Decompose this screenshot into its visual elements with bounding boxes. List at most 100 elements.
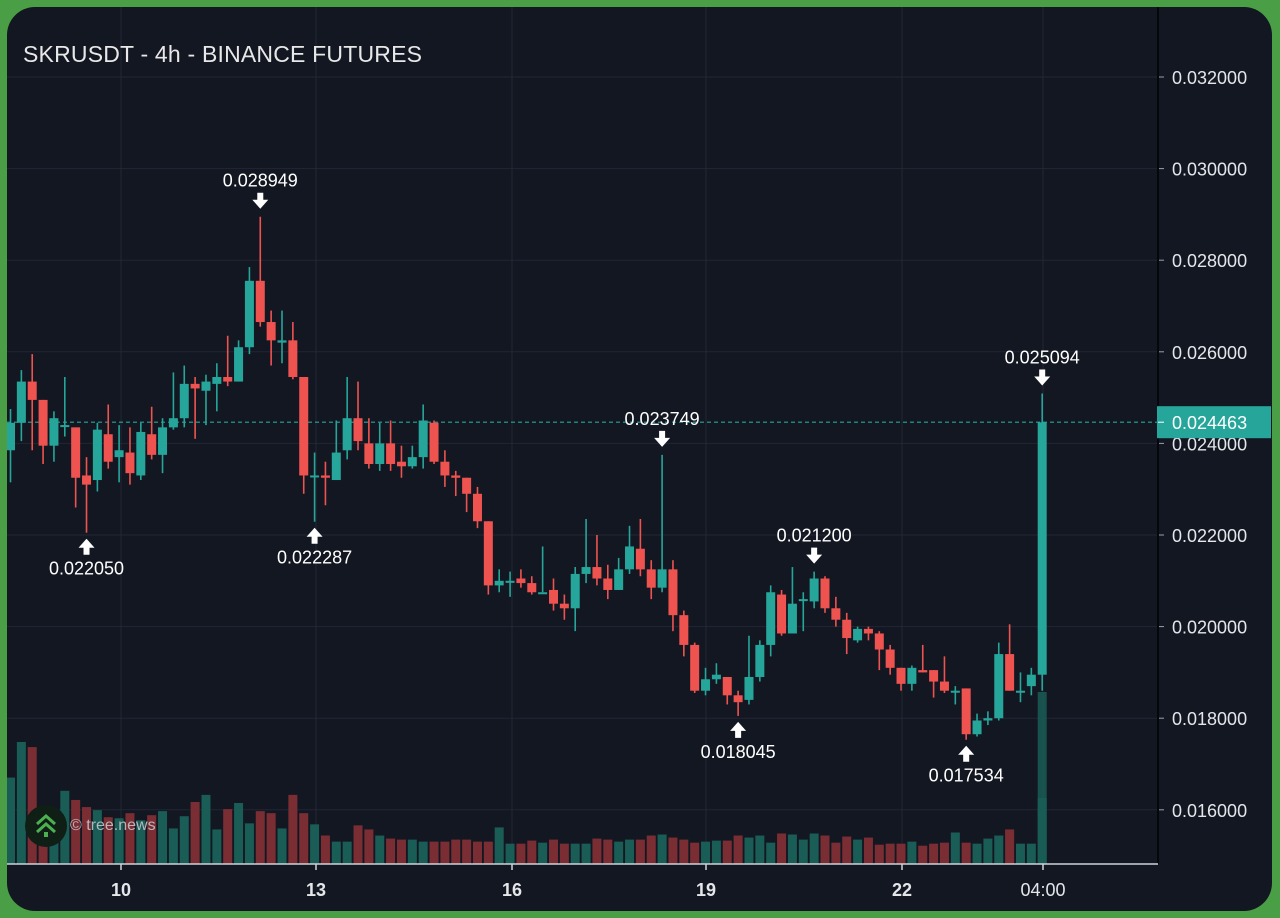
candle[interactable] xyxy=(538,546,548,595)
candle[interactable] xyxy=(679,610,689,657)
candle[interactable] xyxy=(744,635,754,705)
candle[interactable] xyxy=(722,676,732,705)
candle[interactable] xyxy=(494,569,504,593)
candle[interactable] xyxy=(918,644,928,673)
candle[interactable] xyxy=(635,518,645,577)
candle[interactable] xyxy=(625,525,635,574)
candle[interactable] xyxy=(874,631,884,671)
candle[interactable] xyxy=(939,656,949,694)
candle[interactable] xyxy=(766,585,776,657)
candle[interactable] xyxy=(440,450,450,487)
candle[interactable] xyxy=(842,612,852,655)
candle[interactable] xyxy=(353,381,363,451)
candle[interactable] xyxy=(972,713,982,737)
y-axis-label: 0.032000 xyxy=(1172,68,1247,88)
candle[interactable] xyxy=(16,370,26,442)
candle[interactable] xyxy=(777,589,787,636)
candle[interactable] xyxy=(158,418,168,474)
candle[interactable] xyxy=(885,644,895,675)
candle[interactable] xyxy=(505,571,515,597)
candle[interactable] xyxy=(462,477,472,513)
candle[interactable] xyxy=(342,376,352,460)
candle[interactable] xyxy=(114,425,124,483)
candle[interactable] xyxy=(125,427,135,485)
candle[interactable] xyxy=(168,372,178,430)
candle[interactable] xyxy=(472,486,482,529)
candle[interactable] xyxy=(787,567,797,634)
candle[interactable] xyxy=(244,267,254,355)
candle[interactable] xyxy=(527,576,537,595)
candle[interactable] xyxy=(407,445,417,469)
candle[interactable] xyxy=(549,578,558,611)
candle[interactable] xyxy=(809,571,819,609)
candle[interactable] xyxy=(646,560,656,600)
candle[interactable] xyxy=(71,427,81,508)
candle[interactable] xyxy=(994,642,1004,721)
candle[interactable] xyxy=(277,310,287,364)
candle[interactable] xyxy=(581,518,591,584)
candle[interactable] xyxy=(820,576,830,613)
candle[interactable] xyxy=(711,663,721,684)
candle[interactable] xyxy=(266,310,276,366)
candle[interactable] xyxy=(82,457,92,533)
candle[interactable] xyxy=(375,422,385,471)
candle[interactable] xyxy=(38,399,48,465)
candle[interactable] xyxy=(798,592,808,632)
candle[interactable] xyxy=(1005,624,1015,691)
candle[interactable] xyxy=(570,567,580,632)
candle[interactable] xyxy=(429,420,439,465)
candle[interactable] xyxy=(1026,667,1036,696)
candle[interactable] xyxy=(320,461,330,506)
candle[interactable] xyxy=(961,688,971,740)
volume-bar xyxy=(266,813,276,864)
candle[interactable] xyxy=(483,521,493,595)
candle[interactable] xyxy=(49,411,59,462)
candle[interactable] xyxy=(27,354,37,451)
candle[interactable] xyxy=(863,626,873,641)
candle[interactable] xyxy=(60,376,70,437)
volume-bar xyxy=(288,794,298,864)
candle[interactable] xyxy=(364,418,374,469)
candle[interactable] xyxy=(288,322,298,380)
candle[interactable] xyxy=(831,596,841,627)
candle[interactable] xyxy=(603,564,613,600)
candle[interactable] xyxy=(657,454,667,593)
candle[interactable] xyxy=(396,445,406,478)
candle[interactable] xyxy=(451,470,461,497)
candle[interactable] xyxy=(299,376,309,494)
candle[interactable] xyxy=(201,374,211,426)
candle[interactable] xyxy=(147,406,157,460)
candle[interactable] xyxy=(896,667,906,691)
candle[interactable] xyxy=(136,422,146,481)
candle[interactable] xyxy=(234,340,244,382)
candle[interactable] xyxy=(190,376,200,439)
candle[interactable] xyxy=(212,363,222,412)
candle[interactable] xyxy=(950,686,960,705)
candle[interactable] xyxy=(92,422,102,492)
candle[interactable] xyxy=(733,690,743,716)
candle[interactable] xyxy=(690,642,700,694)
candle[interactable] xyxy=(983,711,993,726)
candle[interactable] xyxy=(331,420,341,481)
candle[interactable] xyxy=(7,409,15,483)
candle[interactable] xyxy=(907,665,917,691)
candle[interactable] xyxy=(929,670,939,698)
candle[interactable] xyxy=(1037,393,1047,691)
candle[interactable] xyxy=(853,626,863,643)
candle[interactable] xyxy=(668,560,678,632)
candle[interactable] xyxy=(179,365,189,428)
candle[interactable] xyxy=(614,557,624,590)
candle[interactable] xyxy=(310,452,320,522)
candlestick-chart[interactable]: 0.032000 0.030000 0.028000 0.026000 0.024000… xyxy=(7,7,1272,911)
candle[interactable] xyxy=(755,640,765,682)
candle[interactable] xyxy=(223,335,233,387)
candle[interactable] xyxy=(1015,672,1025,703)
candle[interactable] xyxy=(418,404,428,469)
candle[interactable] xyxy=(559,594,569,620)
candle[interactable] xyxy=(255,216,265,327)
candle[interactable] xyxy=(592,535,602,586)
candle[interactable] xyxy=(516,569,526,588)
candle[interactable] xyxy=(386,420,396,471)
candle[interactable] xyxy=(701,667,711,696)
candle[interactable] xyxy=(103,404,113,469)
